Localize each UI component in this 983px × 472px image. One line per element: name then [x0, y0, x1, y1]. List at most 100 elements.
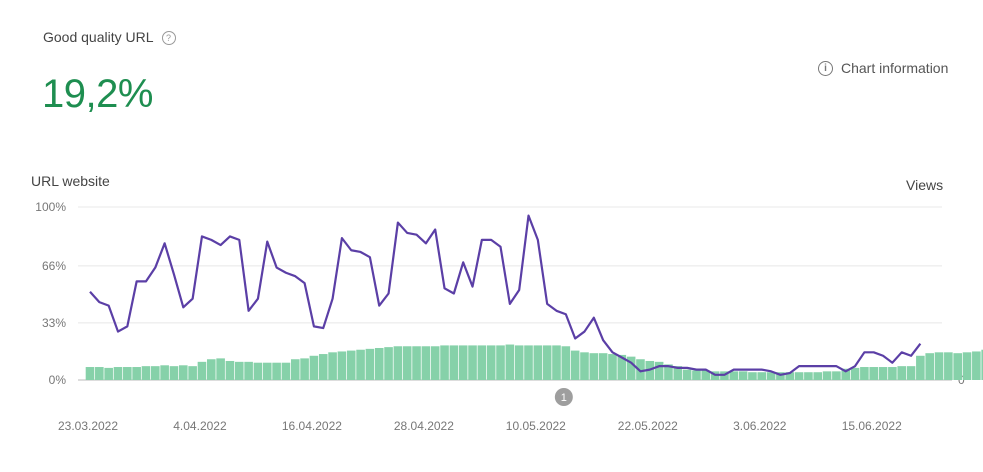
- chart-information-button[interactable]: i Chart information: [818, 60, 948, 76]
- bar: [85, 367, 95, 380]
- bar: [160, 365, 169, 380]
- bar: [244, 361, 253, 380]
- y-tick-label: 66%: [42, 259, 66, 273]
- bar: [729, 371, 739, 380]
- bar: [748, 372, 757, 380]
- bar: [253, 362, 263, 380]
- x-tick-label: 16.04.2022: [282, 419, 342, 433]
- bar: [636, 359, 645, 380]
- bar: [841, 368, 851, 380]
- bar: [813, 372, 823, 380]
- question-circle-icon[interactable]: ?: [161, 31, 176, 45]
- bar: [533, 345, 543, 380]
- bar: [281, 362, 291, 380]
- bar: [664, 364, 673, 380]
- bar: [365, 348, 375, 380]
- bar: [776, 372, 785, 380]
- bar: [682, 369, 692, 380]
- x-tick-label: 28.04.2022: [394, 419, 454, 433]
- bar: [757, 372, 767, 380]
- x-tick-label: 15.06.2022: [842, 419, 902, 433]
- bar: [598, 353, 608, 380]
- bar: [934, 352, 944, 380]
- bar: [906, 366, 916, 380]
- bar: [430, 346, 440, 380]
- bar: [505, 344, 515, 380]
- bar: [225, 360, 235, 380]
- bar: [832, 371, 841, 380]
- bar: [234, 361, 244, 380]
- bar: [580, 352, 589, 380]
- chart-information-label: Chart information: [841, 60, 949, 76]
- metric-value: 19,2%: [42, 72, 153, 116]
- bar: [925, 353, 934, 380]
- bar: [804, 372, 813, 380]
- bar: [962, 352, 972, 380]
- bar: [337, 351, 347, 380]
- bar: [169, 366, 179, 380]
- bar: [486, 345, 496, 380]
- bar: [346, 350, 356, 380]
- metric-label: Good quality URL?: [43, 29, 176, 45]
- line-series: [89, 214, 922, 376]
- bar: [953, 353, 962, 380]
- annotation-marker[interactable]: [554, 388, 573, 406]
- bar: [794, 372, 804, 380]
- bar: [374, 347, 384, 380]
- bar: [654, 361, 664, 380]
- bar: [300, 358, 309, 380]
- bar: [188, 366, 197, 380]
- bar: [570, 350, 580, 380]
- bar: [897, 366, 907, 380]
- bar: [449, 345, 459, 380]
- bar: [738, 371, 748, 380]
- bar: [477, 345, 487, 380]
- bar: [197, 361, 207, 380]
- bar: [626, 356, 636, 380]
- bar: [328, 352, 337, 380]
- bar: [421, 346, 431, 380]
- bar: [514, 345, 524, 380]
- bar: [869, 367, 879, 380]
- bar: [123, 367, 132, 380]
- bar: [766, 372, 776, 380]
- bar: [309, 355, 319, 380]
- bar: [440, 345, 449, 380]
- bar: [468, 345, 477, 380]
- bar: [822, 371, 832, 380]
- info-circle-icon: i: [818, 60, 833, 76]
- y-tick-label: 33%: [42, 316, 66, 330]
- right-axis-title: Views: [906, 177, 944, 193]
- bar: [402, 346, 412, 380]
- bar: [290, 359, 300, 380]
- x-tick-label: 4.04.2022: [173, 419, 227, 433]
- bar: [318, 354, 328, 380]
- annotation-label: 1: [561, 392, 567, 404]
- y-tick-label: 0%: [49, 373, 67, 387]
- bar: [179, 365, 188, 380]
- bar: [262, 362, 272, 380]
- bar: [458, 345, 468, 380]
- bar: [617, 354, 627, 380]
- x-tick-label: 3.06.2022: [733, 419, 787, 433]
- x-tick-label: 10.05.2022: [506, 419, 566, 433]
- bar: [888, 367, 897, 380]
- bar: [860, 367, 869, 380]
- x-tick-label: 22.05.2022: [618, 419, 678, 433]
- bar: [785, 372, 795, 380]
- bar: [878, 367, 888, 380]
- bar: [692, 370, 701, 380]
- bar: [542, 345, 552, 380]
- bar: [552, 345, 561, 380]
- bar: [216, 358, 225, 380]
- bar: [701, 370, 711, 380]
- bar: [104, 367, 113, 380]
- bar: [673, 366, 683, 380]
- bar: [151, 366, 160, 380]
- x-tick-label: 23.03.2022: [58, 419, 118, 433]
- bar: [384, 347, 393, 380]
- bar: [561, 346, 571, 380]
- bar: [412, 346, 421, 380]
